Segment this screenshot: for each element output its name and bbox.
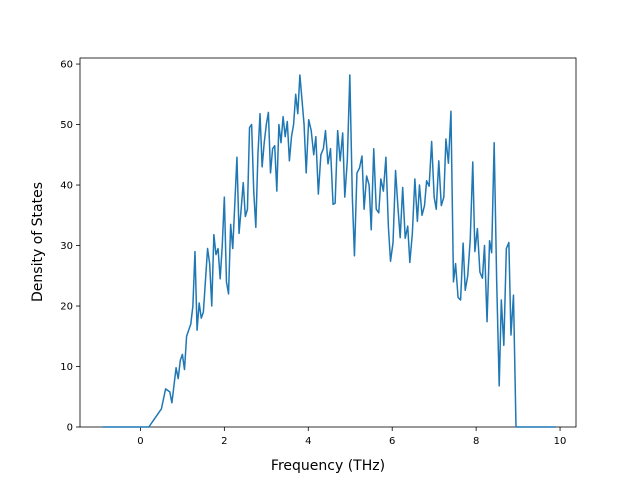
x-tick-label: 6 xyxy=(389,436,395,447)
y-tick-label: 30 xyxy=(60,241,73,252)
x-tick-label: 0 xyxy=(137,436,143,447)
plot-frame xyxy=(79,57,577,428)
y-tick-label: 50 xyxy=(60,120,73,131)
y-axis-label: Density of States xyxy=(30,182,46,302)
y-tick-label: 0 xyxy=(67,423,73,434)
x-tick-label: 2 xyxy=(221,436,227,447)
x-axis-label: Frequency (THz) xyxy=(271,458,385,474)
y-tick-label: 40 xyxy=(60,181,73,192)
line-series xyxy=(102,74,556,428)
x-tick-label: 8 xyxy=(473,436,479,447)
x-tick-label: 10 xyxy=(554,436,567,447)
y-tick-label: 10 xyxy=(60,362,73,373)
y-tick-label: 60 xyxy=(60,60,73,71)
x-tick-label: 4 xyxy=(305,436,311,447)
y-tick-label: 20 xyxy=(60,302,73,313)
